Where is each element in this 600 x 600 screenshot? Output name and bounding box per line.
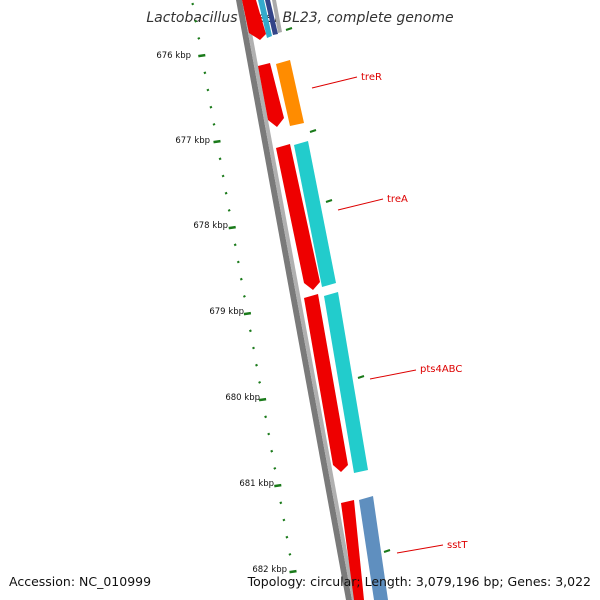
minor-tick: [209, 105, 213, 109]
minor-tick: [227, 209, 231, 212]
major-tick: [243, 311, 252, 316]
minor-tick: [279, 501, 283, 505]
cds-track: [242, 0, 364, 600]
tick-label-676: 676 kbp: [156, 51, 191, 61]
tick-label-682: 682 kbp: [252, 565, 287, 575]
minor-tick: [197, 37, 201, 40]
minor-tick: [273, 467, 277, 470]
leader-treA: [337, 198, 384, 211]
minor-tick: [206, 88, 210, 92]
marker-4: [357, 375, 365, 379]
minor-tick: [255, 363, 258, 367]
label-pts4ABC: pts4ABC: [420, 364, 462, 375]
scale-ticks: [191, 2, 297, 574]
minor-tick: [242, 295, 246, 298]
minor-tick: [258, 381, 262, 384]
minor-tick: [270, 449, 274, 453]
top-mark-1: [258, 0, 272, 38]
tick-label-678: 678 kbp: [193, 221, 228, 231]
gene-pts4ABC: [324, 292, 368, 473]
tick-label-679: 679 kbp: [209, 307, 244, 317]
marker-5: [383, 549, 391, 553]
minor-tick: [212, 123, 216, 126]
scale-tick-labels: 676 kbp 677 kbp 678 kbp 679 kbp 680 kbp …: [156, 51, 287, 575]
feature-markers: [285, 27, 391, 553]
major-tick: [274, 483, 282, 488]
topology-info: Topology: circular; Length: 3,079,196 bp…: [247, 574, 591, 589]
cds-feature-4: [341, 500, 364, 600]
top-mark-3: [272, 0, 282, 33]
marker-2: [309, 129, 317, 133]
gene-treA: [294, 141, 336, 287]
minor-tick: [285, 535, 289, 539]
minor-tick: [288, 553, 292, 556]
major-tick: [213, 139, 221, 144]
tick-label-681: 681 kbp: [239, 479, 274, 489]
minor-tick: [252, 346, 255, 350]
gene-sstT: [359, 496, 388, 600]
label-treA: treA: [387, 194, 408, 205]
minor-tick: [191, 2, 195, 6]
map-title: Lactobacillus casei BL23, complete genom…: [146, 10, 454, 26]
minor-tick: [224, 191, 228, 195]
gene-labels: treR treA pts4ABC sstT: [361, 72, 468, 551]
major-tick: [198, 53, 206, 58]
minor-tick: [264, 415, 268, 419]
label-treR: treR: [361, 72, 382, 83]
marker-1: [285, 27, 293, 31]
minor-tick: [203, 71, 207, 75]
minor-tick: [239, 277, 243, 281]
major-tick: [228, 225, 236, 230]
leader-sstT: [396, 544, 444, 554]
backbone: [236, 0, 356, 600]
cds-feature-1: [258, 63, 284, 127]
minor-tick: [248, 329, 252, 333]
tick-label-680: 680 kbp: [225, 393, 260, 403]
leader-pts4ABC: [369, 369, 417, 380]
leader-treR: [311, 76, 358, 89]
tick-label-677: 677 kbp: [175, 136, 210, 146]
gene-track: [276, 60, 388, 600]
minor-tick: [236, 260, 240, 264]
label-sstT: sstT: [447, 540, 468, 551]
cds-feature-3: [304, 294, 348, 472]
gene-treR: [276, 60, 304, 126]
accession-info: Accession: NC_010999: [9, 574, 152, 589]
minor-tick: [194, 19, 198, 23]
label-leaders: [311, 76, 444, 554]
top-mark-2: [265, 0, 278, 35]
minor-tick: [282, 518, 286, 522]
minor-tick: [233, 243, 237, 247]
major-tick: [289, 569, 297, 574]
cds-feature-2: [276, 144, 320, 290]
major-tick: [258, 397, 267, 402]
minor-tick: [218, 157, 222, 161]
minor-tick: [221, 174, 225, 178]
cds-top: [242, 0, 266, 40]
marker-3: [325, 199, 333, 203]
minor-tick: [267, 432, 271, 436]
